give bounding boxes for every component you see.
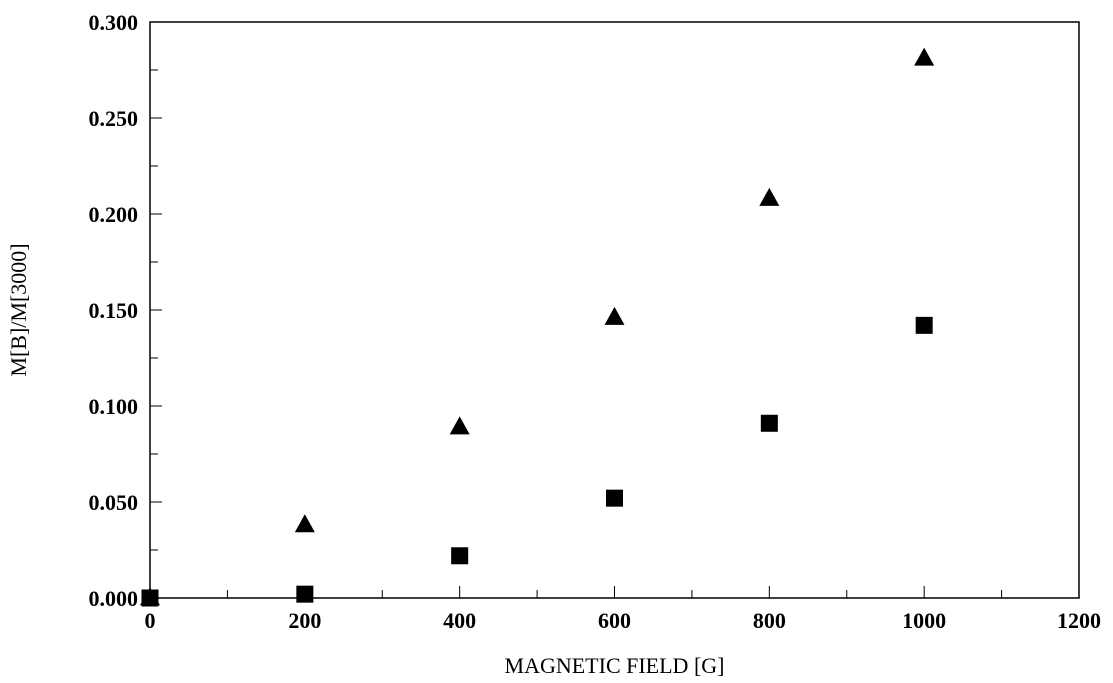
square-marker [606,489,623,507]
triangle-marker [759,187,780,206]
square-marker [141,589,159,607]
y-axis-title: M[B]/M[3000] [6,243,31,376]
x-tick-label: 1000 [902,608,946,633]
y-tick-label: 0.100 [89,394,139,419]
triangle-marker [914,47,935,66]
x-tick-label: 0 [145,608,156,633]
square-marker [760,414,778,432]
triangle-marker [449,416,470,435]
triangle-marker [604,306,625,325]
square-marker [296,585,314,603]
x-axis-title: MAGNETIC FIELD [G] [505,653,725,678]
y-axis: 0.000 0.050 0.100 0.150 0.200 0.250 0.300 [89,10,162,611]
x-axis: 0 200 400 600 800 1000 1200 [145,586,1101,633]
x-tick-label: 600 [598,608,631,633]
square-marker [915,316,933,334]
y-tick-label: 0.050 [89,490,139,515]
data-series [140,47,935,607]
x-tick-label: 200 [288,608,321,633]
y-tick-label: 0.300 [89,10,139,35]
y-tick-label: 0.150 [89,298,139,323]
y-tick-label: 0.250 [89,106,139,131]
triangle-marker [294,514,315,533]
series-square [141,316,933,607]
x-tick-label: 1200 [1057,608,1101,633]
square-marker [451,547,469,565]
y-tick-label: 0.000 [89,586,139,611]
series-triangle [140,47,935,606]
x-tick-label: 400 [443,608,476,633]
y-tick-label: 0.200 [89,202,139,227]
x-tick-label: 800 [753,608,786,633]
